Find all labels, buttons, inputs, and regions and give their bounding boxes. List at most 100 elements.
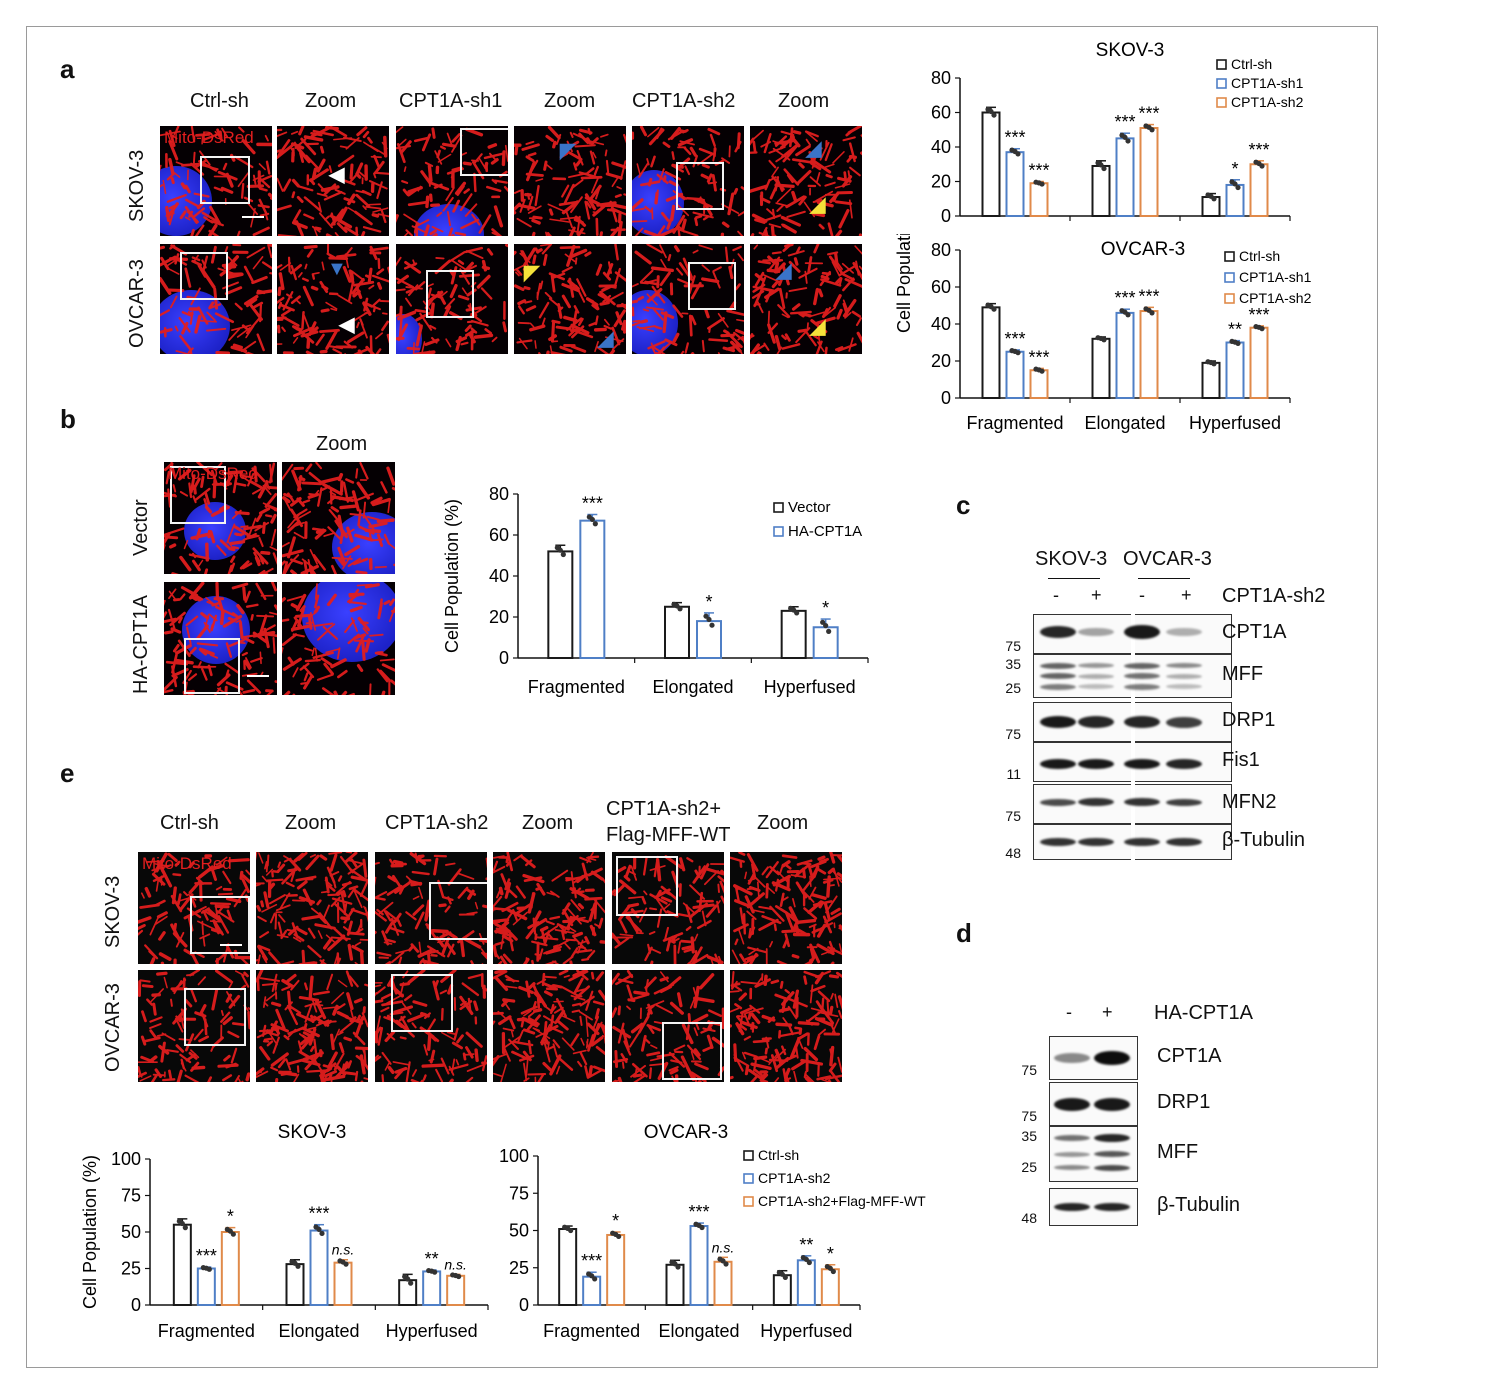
zoom-region-box	[662, 1022, 722, 1080]
d-blot-2	[1049, 1082, 1138, 1126]
e-micrograph-r1-c3	[375, 852, 487, 964]
bar	[1029, 369, 1049, 399]
protein-band	[1124, 662, 1160, 669]
category-label: Hyperfused	[760, 1321, 852, 1341]
bar	[1029, 182, 1049, 218]
chart-title: SKOV-3	[1096, 40, 1165, 61]
mitochondria-signal	[493, 852, 605, 964]
protein-band	[1166, 716, 1202, 728]
data-point	[1232, 339, 1238, 345]
legend-swatch	[1216, 59, 1227, 70]
chart-title: OVCAR-3	[1101, 239, 1185, 260]
legend-swatch	[743, 1196, 754, 1207]
protein-band	[1054, 1203, 1090, 1211]
a-col-cpt1a-sh1: CPT1A-sh1	[399, 90, 503, 112]
c-lane-sign-4: +	[1181, 585, 1192, 605]
data-point	[1012, 148, 1018, 155]
y-tick-label: 20	[931, 351, 951, 371]
significance-label: *	[827, 1244, 834, 1264]
mitochondria-signal	[730, 970, 842, 1082]
zoom-region-box	[184, 638, 240, 694]
bar	[446, 1274, 466, 1307]
legend-label: CPT1A-sh2	[1231, 94, 1304, 110]
protein-band	[1124, 625, 1160, 640]
y-tick-label: 100	[499, 1146, 529, 1166]
category-label: Elongated	[1084, 413, 1165, 433]
a-micrograph-r2-c5	[632, 244, 744, 354]
legend-label: CPT1A-sh2	[758, 1170, 831, 1186]
bar	[172, 1223, 192, 1306]
y-tick-label: 0	[941, 388, 951, 408]
bar	[606, 1233, 626, 1306]
d-mw-marker: 48	[1021, 1210, 1037, 1227]
protein-band	[1078, 798, 1114, 807]
e-micrograph-r2-c4	[493, 970, 605, 1082]
data-point	[1036, 180, 1042, 186]
bar	[1139, 127, 1159, 217]
protein-band	[1040, 716, 1076, 728]
a-row-ovcar3: OVCAR-3	[126, 259, 148, 348]
c-mw-marker: 75	[1005, 807, 1021, 824]
a-micrograph-r1-c5	[632, 126, 744, 236]
yellow-arrow-icon: ◢	[810, 194, 826, 216]
c-blot-6	[1033, 824, 1232, 860]
y-tick-label: 50	[509, 1221, 529, 1241]
data-point	[826, 628, 832, 634]
category-label: Fragmented	[966, 413, 1063, 433]
e-micrograph-r1-c5	[612, 852, 724, 964]
data-point	[988, 108, 994, 115]
legend-swatch	[1224, 251, 1235, 262]
data-point	[791, 607, 797, 613]
protein-band	[1094, 1151, 1130, 1157]
data-point	[1101, 165, 1107, 172]
zoom-region-box	[616, 856, 678, 916]
significance-label: *	[227, 1207, 234, 1227]
scale-bar	[242, 216, 264, 218]
category-label: Elongated	[278, 1321, 359, 1341]
protein-band	[1054, 1053, 1090, 1063]
data-point	[203, 1265, 209, 1271]
protein-band	[1054, 1134, 1090, 1141]
category-label: Elongated	[658, 1321, 739, 1341]
bar	[713, 1260, 733, 1306]
protein-band	[1166, 798, 1202, 806]
data-point	[557, 547, 563, 553]
protein-band	[1124, 758, 1160, 769]
e-col-cpt1a-sh2: CPT1A-sh2	[385, 812, 489, 834]
mitochondria-signal	[138, 852, 250, 964]
bar	[309, 1229, 329, 1306]
bar	[820, 1268, 840, 1307]
category-label: Fragmented	[528, 677, 625, 697]
zoom-region-box	[429, 882, 487, 940]
protein-band	[1078, 673, 1114, 679]
e-col-ctrl-sh: Ctrl-sh	[160, 812, 219, 834]
protein-band	[1124, 683, 1160, 690]
y-tick-label: 40	[931, 314, 951, 334]
data-point	[672, 1261, 678, 1267]
legend-label: Ctrl-sh	[758, 1147, 799, 1163]
data-point	[820, 619, 826, 625]
mitochondria-signal	[160, 126, 272, 236]
c-blot-4	[1033, 742, 1232, 782]
legend-label: CPT1A-sh1	[1231, 75, 1304, 91]
scale-bar	[247, 675, 269, 677]
d-blot-3	[1049, 1126, 1138, 1182]
bar	[1201, 361, 1221, 400]
bar	[1091, 164, 1111, 218]
data-point	[1122, 309, 1128, 315]
significance-label: ***	[196, 1246, 217, 1266]
mitochondria-signal	[256, 852, 368, 964]
legend-swatch	[773, 502, 784, 513]
mitochondria-signal	[277, 126, 389, 236]
legend-label: Ctrl-sh	[1239, 248, 1280, 264]
y-tick-label: 80	[931, 68, 951, 88]
data-point	[827, 1265, 833, 1271]
category-label: Hyperfused	[764, 677, 856, 697]
e-micrograph-r1-c6	[730, 852, 842, 964]
data-point	[1208, 193, 1214, 199]
category-label: Elongated	[652, 677, 733, 697]
y-tick-label: 80	[931, 240, 951, 260]
yellow-arrow-icon: ◢	[810, 316, 826, 338]
a-micrograph-r2-c2: ▼ ◀	[277, 244, 389, 354]
